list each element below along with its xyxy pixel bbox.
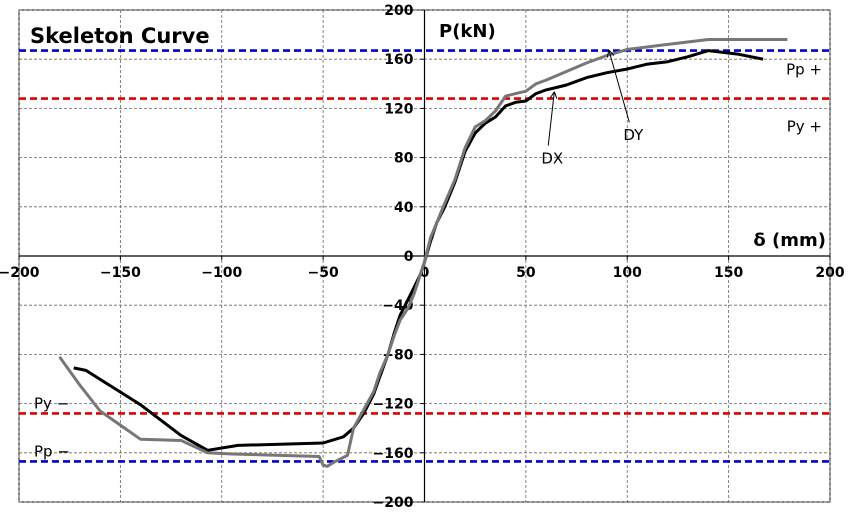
y-axis-label: P(kN) — [439, 21, 496, 42]
x-tick-label: −200 — [0, 265, 40, 281]
x-tick-label: −50 — [308, 265, 339, 281]
x-tick-label: 50 — [516, 265, 536, 281]
reference-line-label: Py + — [787, 118, 822, 136]
reference-line-label: Pp − — [34, 442, 70, 460]
reference-line-label: Pp + — [786, 61, 822, 79]
y-tick-label: −120 — [373, 397, 414, 413]
x-tick-label: 0 — [420, 265, 430, 281]
y-tick-label: 120 — [384, 101, 413, 117]
chart-title: Skeleton Curve — [30, 24, 210, 48]
y-tick-label: 0 — [404, 249, 414, 265]
y-tick-label: 80 — [394, 151, 414, 167]
data-series — [58, 38, 788, 468]
reference-line-label: Py − — [34, 394, 69, 412]
y-tick-label: −160 — [373, 446, 414, 462]
y-tick-label: 160 — [384, 52, 413, 68]
annotation-label: DX — [541, 150, 563, 168]
x-tick-label: 100 — [613, 265, 642, 281]
annotation-arrow — [609, 51, 630, 123]
y-tick-label: −200 — [373, 495, 414, 511]
annotation-label: DY — [623, 126, 644, 144]
y-tick-label: 200 — [384, 3, 413, 19]
annotations: DX DY — [541, 51, 644, 168]
annotation-arrow — [547, 92, 554, 146]
x-tick-labels: −200 −150 −100 −50 0 50 100 150 200 — [0, 265, 845, 281]
x-tick-label: −150 — [100, 265, 141, 281]
x-tick-label: −100 — [201, 265, 242, 281]
x-tick-label: 200 — [815, 265, 844, 281]
y-tick-label: 40 — [394, 200, 414, 216]
x-tick-label: 150 — [714, 265, 743, 281]
series-line — [58, 38, 788, 468]
x-axis-label: δ (mm) — [753, 230, 826, 251]
